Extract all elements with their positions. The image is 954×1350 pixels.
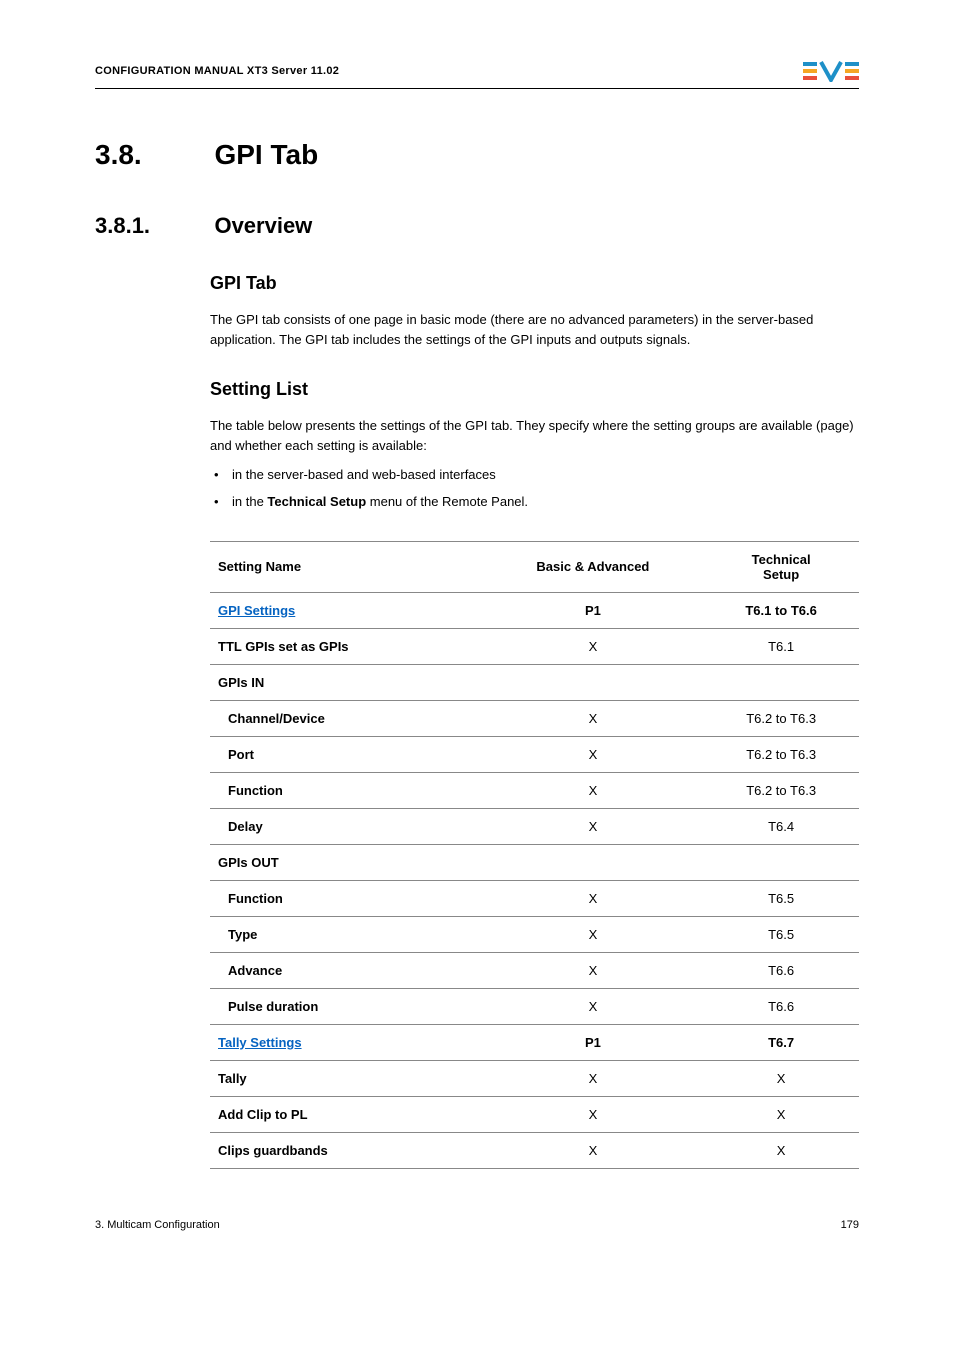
cell-setting-name: Delay [210, 808, 483, 844]
cell-setting-name: Pulse duration [210, 988, 483, 1024]
col-technical-setup: Technical Setup [703, 541, 859, 592]
evs-logo [803, 60, 859, 82]
cell-basic-advanced: P1 [483, 1024, 704, 1060]
cell-basic-advanced: X [483, 772, 704, 808]
cell-setting-name: Add Clip to PL [210, 1096, 483, 1132]
cell-technical-setup: T6.5 [703, 880, 859, 916]
cell-basic-advanced: X [483, 808, 704, 844]
table-header-row: Setting Name Basic & Advanced Technical … [210, 541, 859, 592]
cell-setting-name: TTL GPIs set as GPIs [210, 628, 483, 664]
footer-left: 3. Multicam Configuration [95, 1219, 220, 1231]
cell-setting-name: GPIs IN [210, 664, 483, 700]
table-row: Add Clip to PLXX [210, 1096, 859, 1132]
cell-basic-advanced: P1 [483, 592, 704, 628]
cell-setting-name: Function [210, 772, 483, 808]
table-row: TallyXX [210, 1060, 859, 1096]
table-row: TTL GPIs set as GPIsXT6.1 [210, 628, 859, 664]
table-row: FunctionXT6.5 [210, 880, 859, 916]
table-row: GPIs OUT [210, 844, 859, 880]
cell-technical-setup: T6.1 [703, 628, 859, 664]
cell-technical-setup: T6.6 [703, 952, 859, 988]
table-row: GPIs IN [210, 664, 859, 700]
table-row: AdvanceXT6.6 [210, 952, 859, 988]
cell-basic-advanced: X [483, 988, 704, 1024]
paragraph-setting-list: The table below presents the settings of… [210, 416, 859, 455]
footer-page-number: 179 [841, 1219, 859, 1231]
cell-setting-name: Port [210, 736, 483, 772]
table-row: Tally SettingsP1T6.7 [210, 1024, 859, 1060]
subsection-heading: 3.8.1. Overview [95, 213, 859, 239]
settings-table: Setting Name Basic & Advanced Technical … [210, 541, 859, 1169]
bullet-list: in the server-based and web-based interf… [210, 465, 859, 513]
cell-setting-name: Type [210, 916, 483, 952]
table-row: DelayXT6.4 [210, 808, 859, 844]
cell-setting-name: GPIs OUT [210, 844, 483, 880]
table-row: Channel/DeviceXT6.2 to T6.3 [210, 700, 859, 736]
col-setting-name: Setting Name [210, 541, 483, 592]
cell-technical-setup: T6.2 to T6.3 [703, 736, 859, 772]
cell-basic-advanced: X [483, 1132, 704, 1168]
cell-technical-setup: T6.6 [703, 988, 859, 1024]
page-header: CONFIGURATION MANUAL XT3 Server 11.02 [95, 60, 859, 89]
cell-setting-name[interactable]: Tally Settings [210, 1024, 483, 1060]
cell-basic-advanced: X [483, 952, 704, 988]
cell-technical-setup: T6.5 [703, 916, 859, 952]
cell-technical-setup: X [703, 1132, 859, 1168]
cell-technical-setup [703, 664, 859, 700]
cell-technical-setup: X [703, 1060, 859, 1096]
section-number: 3.8. [95, 139, 210, 171]
cell-technical-setup: T6.2 to T6.3 [703, 772, 859, 808]
cell-basic-advanced: X [483, 1060, 704, 1096]
cell-setting-name[interactable]: GPI Settings [210, 592, 483, 628]
table-row: Clips guardbandsXX [210, 1132, 859, 1168]
cell-technical-setup: T6.1 to T6.6 [703, 592, 859, 628]
cell-technical-setup: X [703, 1096, 859, 1132]
cell-setting-name: Tally [210, 1060, 483, 1096]
cell-technical-setup: T6.2 to T6.3 [703, 700, 859, 736]
bullet-bold: Technical Setup [267, 494, 366, 509]
subsection-number: 3.8.1. [95, 213, 210, 239]
cell-basic-advanced [483, 664, 704, 700]
cell-setting-name: Function [210, 880, 483, 916]
cell-basic-advanced: X [483, 880, 704, 916]
cell-basic-advanced: X [483, 736, 704, 772]
bullet-text: in the [232, 494, 267, 509]
bullet-item: in the server-based and web-based interf… [210, 465, 859, 486]
cell-technical-setup: T6.4 [703, 808, 859, 844]
cell-basic-advanced: X [483, 628, 704, 664]
section-title: GPI Tab [214, 139, 318, 171]
col-tech-line1: Technical [752, 552, 811, 567]
cell-technical-setup: T6.7 [703, 1024, 859, 1060]
table-row: GPI SettingsP1T6.1 to T6.6 [210, 592, 859, 628]
col-basic-advanced: Basic & Advanced [483, 541, 704, 592]
cell-basic-advanced: X [483, 1096, 704, 1132]
cell-basic-advanced [483, 844, 704, 880]
heading-gpi-tab: GPI Tab [210, 273, 859, 294]
cell-technical-setup [703, 844, 859, 880]
cell-setting-name: Advance [210, 952, 483, 988]
bullet-item: in the Technical Setup menu of the Remot… [210, 492, 859, 513]
table-row: TypeXT6.5 [210, 916, 859, 952]
bullet-text: menu of the Remote Panel. [366, 494, 528, 509]
table-row: Pulse durationXT6.6 [210, 988, 859, 1024]
page-footer: 3. Multicam Configuration 179 [95, 1219, 859, 1231]
subsection-title: Overview [214, 213, 312, 239]
col-tech-line2: Setup [763, 567, 799, 582]
cell-basic-advanced: X [483, 700, 704, 736]
cell-basic-advanced: X [483, 916, 704, 952]
paragraph-gpi: The GPI tab consists of one page in basi… [210, 310, 859, 349]
heading-setting-list: Setting List [210, 379, 859, 400]
doc-title: CONFIGURATION MANUAL XT3 Server 11.02 [95, 65, 339, 77]
cell-setting-name: Clips guardbands [210, 1132, 483, 1168]
table-row: FunctionXT6.2 to T6.3 [210, 772, 859, 808]
section-heading: 3.8. GPI Tab [95, 139, 859, 171]
table-row: PortXT6.2 to T6.3 [210, 736, 859, 772]
cell-setting-name: Channel/Device [210, 700, 483, 736]
